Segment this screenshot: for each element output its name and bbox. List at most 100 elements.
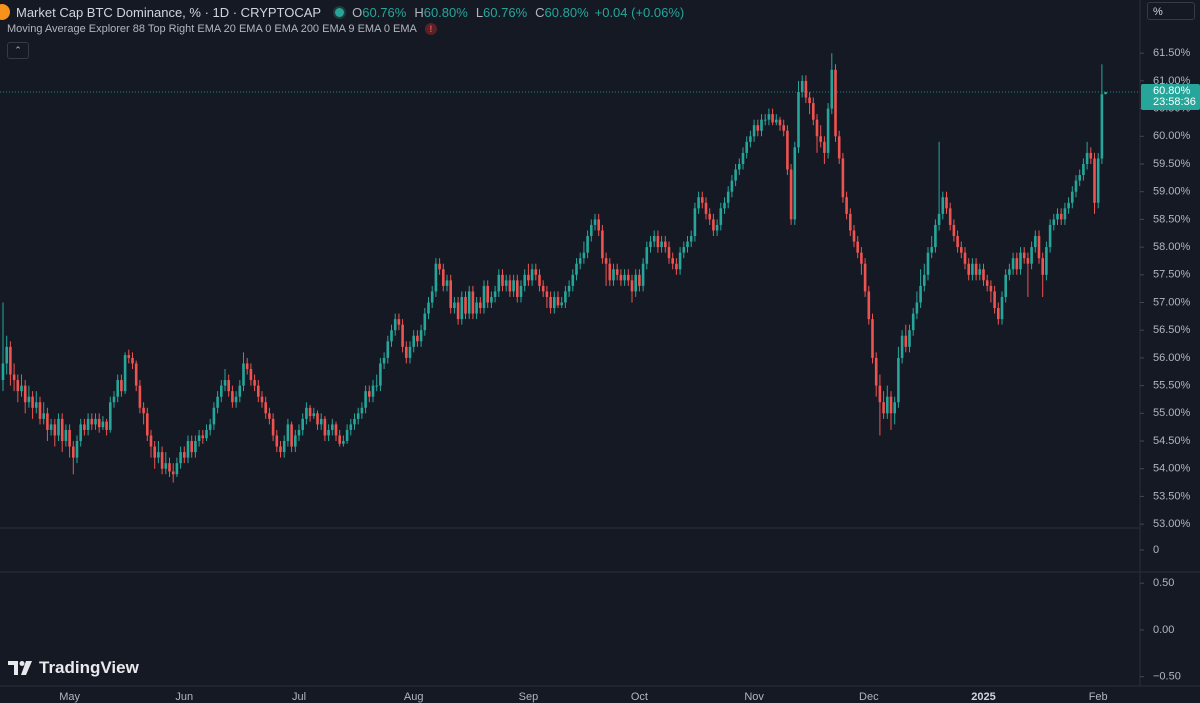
- candle-body: [297, 429, 301, 436]
- candle-body: [523, 274, 526, 286]
- candle-body: [985, 280, 989, 286]
- candle-body: [664, 241, 667, 248]
- candle-body: [257, 385, 260, 397]
- candle-body: [504, 280, 508, 286]
- candle-body: [408, 346, 412, 358]
- candle-body: [1045, 247, 1048, 275]
- collapse-button[interactable]: ⌃: [7, 42, 29, 59]
- candle-body: [793, 147, 797, 220]
- candle-body: [819, 136, 822, 142]
- candle-body: [112, 396, 116, 403]
- brand-logo: TradingView: [8, 658, 139, 678]
- candle-body: [712, 219, 715, 231]
- candle-body: [841, 158, 845, 198]
- candle-body: [57, 418, 60, 436]
- candle-body: [501, 274, 504, 286]
- candle-body: [749, 136, 752, 142]
- candle-body: [353, 418, 356, 425]
- candle-body: [734, 169, 737, 181]
- candle-body: [834, 69, 837, 137]
- candle-body: [726, 191, 730, 203]
- candle-body: [338, 435, 341, 444]
- legend-bar: Market Cap BTC Dominance, % · 1D · CRYPT…: [0, 3, 684, 21]
- candle-body: [560, 302, 563, 306]
- candle-body: [571, 274, 575, 286]
- candle-body: [989, 285, 993, 292]
- candle-body: [667, 247, 671, 259]
- x-tick-label: Jul: [292, 691, 306, 703]
- pane-tick-label: 0: [1153, 544, 1159, 556]
- warning-icon[interactable]: !: [424, 23, 437, 35]
- candle-body: [412, 335, 415, 347]
- y-tick-label: 56.50%: [1153, 324, 1191, 336]
- candle-body: [20, 385, 23, 392]
- candle-body: [578, 258, 582, 264]
- candle-body: [35, 402, 38, 408]
- candle-body: [94, 418, 97, 425]
- candle-body: [778, 119, 782, 126]
- candle-body: [978, 269, 982, 275]
- candle-body: [453, 302, 456, 309]
- candle-body: [512, 280, 515, 292]
- candle-body: [701, 197, 704, 203]
- candle-body: [49, 424, 53, 430]
- candle-body: [867, 291, 871, 320]
- candle-body: [919, 285, 922, 303]
- candle-body: [46, 413, 49, 430]
- candle-body: [323, 418, 327, 436]
- ohlc-legend: O60.76% H60.80% L60.76% C60.80%: [344, 5, 589, 20]
- candle-body: [1056, 213, 1059, 220]
- candle-body: [16, 380, 20, 392]
- candle-body: [738, 163, 741, 170]
- candle-body: [1089, 152, 1093, 159]
- candle-body: [604, 258, 608, 264]
- candle-body: [612, 269, 615, 281]
- y-tick-label: 59.00%: [1153, 186, 1191, 198]
- candle-body: [878, 385, 882, 403]
- candle-body: [301, 418, 304, 430]
- candle-body: [1030, 247, 1033, 264]
- candle-body: [849, 213, 852, 231]
- candle-body: [1011, 258, 1015, 270]
- candle-body: [760, 119, 763, 131]
- y-tick-label: 58.00%: [1153, 241, 1191, 253]
- pane-tick-label: −0.50: [1153, 671, 1181, 683]
- candle-body: [730, 180, 734, 192]
- candle-body: [852, 230, 856, 242]
- candle-body: [641, 263, 645, 286]
- x-tick-label: Sep: [519, 691, 539, 703]
- candle-body: [697, 197, 700, 209]
- candle-body: [186, 441, 190, 458]
- last-price-box: [1141, 83, 1200, 110]
- y-tick-label: 53.00%: [1153, 518, 1191, 530]
- candle-body: [105, 421, 108, 430]
- candle-body: [678, 252, 682, 270]
- candle-body: [131, 357, 134, 364]
- price-unit-button[interactable]: %: [1147, 2, 1195, 20]
- brand-icon: [8, 661, 32, 675]
- candle-body: [31, 396, 34, 408]
- candle-body: [741, 152, 745, 164]
- candle-body: [926, 252, 930, 275]
- candle-body: [1022, 252, 1026, 259]
- candle-body: [464, 296, 467, 314]
- candle-body: [652, 236, 656, 242]
- candle-body: [1026, 258, 1030, 264]
- candle-body: [601, 230, 604, 259]
- candle-body: [934, 224, 937, 248]
- candle-body: [175, 463, 179, 475]
- candle-body: [379, 363, 382, 386]
- candle-body: [434, 263, 438, 292]
- countdown-label: 23:58:36: [1153, 96, 1196, 108]
- legend-label: L: [475, 4, 484, 20]
- candle-body: [490, 296, 493, 303]
- legend-value: 60.80%: [423, 4, 468, 20]
- candle-body: [479, 302, 482, 309]
- candle-body: [68, 429, 71, 447]
- candle-body: [1078, 175, 1081, 181]
- candle-body: [342, 441, 345, 444]
- candle-body: [1067, 202, 1070, 209]
- candle-body: [882, 402, 885, 414]
- candle-body: [782, 125, 785, 131]
- candle-body: [253, 380, 256, 386]
